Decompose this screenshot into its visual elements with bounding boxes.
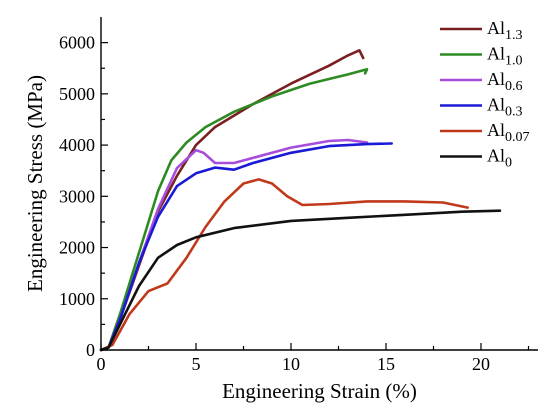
y-tick-label: 0 bbox=[86, 340, 95, 360]
y-tick-label: 5000 bbox=[59, 84, 95, 104]
legend-label: Al0 bbox=[487, 146, 512, 171]
series-layer bbox=[99, 49, 502, 352]
x-tick-label: 5 bbox=[192, 354, 201, 374]
y-tick-label: 1000 bbox=[59, 289, 95, 309]
x-tick-label: 0 bbox=[97, 354, 106, 374]
x-tick-label: 10 bbox=[282, 354, 300, 374]
legend-label: Al1.3 bbox=[487, 18, 523, 43]
y-tick-label: 6000 bbox=[59, 33, 95, 53]
legend-label: Al0.07 bbox=[487, 120, 530, 145]
series-line-al-0-3 bbox=[99, 142, 393, 352]
legend-label: Al0.6 bbox=[487, 69, 523, 94]
series-line-al-1-3 bbox=[99, 49, 365, 352]
series-line-al-1-0 bbox=[99, 68, 369, 352]
series-line-al-0 bbox=[99, 209, 502, 352]
y-axis-title: Engineering Stress (MPa) bbox=[23, 75, 47, 292]
axes-layer: 0 5 10 15 20 0 1000 2000 3000 4000 5000 6000 bbox=[59, 17, 538, 374]
x-tick-label: 20 bbox=[472, 354, 490, 374]
y-tick-label: 2000 bbox=[59, 238, 95, 258]
y-tick-label: 4000 bbox=[59, 135, 95, 155]
x-axis-title: Engineering Strain (%) bbox=[222, 379, 417, 403]
series-line-al-0-07 bbox=[99, 178, 469, 352]
y-tick-label: 3000 bbox=[59, 186, 95, 206]
x-tick-label: 15 bbox=[377, 354, 395, 374]
legend-label: Al0.3 bbox=[487, 95, 523, 120]
legend-label: Al1.0 bbox=[487, 44, 523, 69]
